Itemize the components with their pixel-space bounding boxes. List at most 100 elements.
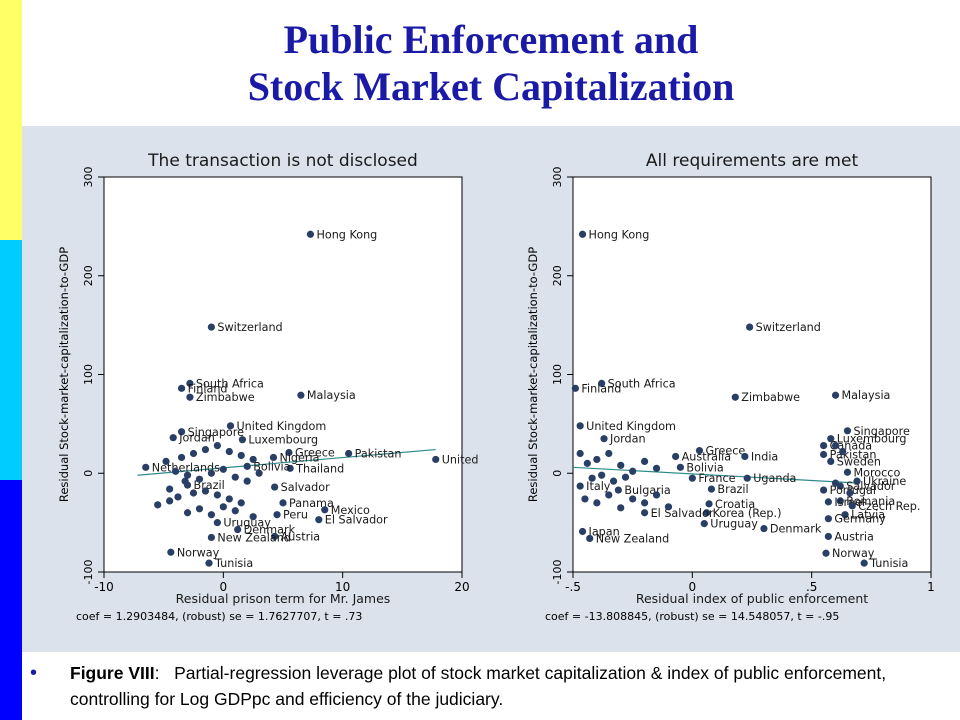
data-point — [166, 485, 174, 493]
point-label: Singapore — [188, 426, 245, 439]
figure-caption: • Figure VIII: Partial-regression levera… — [30, 660, 955, 712]
data-point — [186, 379, 194, 387]
x-tick-label: -.5 — [565, 580, 581, 594]
point-label: Luxembourg — [248, 434, 318, 447]
point-label: Switzerland — [756, 321, 821, 334]
data-point — [166, 497, 174, 505]
data-point — [578, 527, 587, 536]
data-point — [831, 479, 840, 487]
data-point — [600, 435, 608, 443]
y-tick-label: 100 — [551, 364, 564, 385]
data-point — [177, 428, 186, 436]
point-label: Sweden — [837, 455, 881, 468]
point-label: Zimbabwe — [196, 391, 255, 404]
point-label: Romania — [846, 495, 895, 508]
point-label: United — [442, 453, 479, 466]
caption-body: Partial-regression leverage plot of stoc… — [70, 663, 887, 709]
point-label: Bolivia — [686, 461, 723, 474]
data-point — [831, 442, 840, 450]
data-point — [271, 532, 279, 541]
data-point — [207, 533, 215, 542]
data-point — [183, 509, 192, 517]
point-label: Bolivia — [253, 460, 290, 473]
point-label: United Kingdom — [236, 420, 326, 433]
data-point — [848, 502, 856, 510]
data-point — [183, 471, 192, 479]
data-point — [162, 457, 170, 465]
scatter-plot-left: The transaction is not disclosed-1000100… — [57, 151, 479, 623]
data-point — [843, 427, 852, 435]
point-label: Brazil — [717, 483, 748, 496]
data-point — [831, 391, 840, 399]
point-label: Austria — [834, 530, 874, 543]
data-point — [243, 477, 251, 485]
data-point — [827, 435, 835, 443]
data-point — [824, 532, 832, 541]
data-point — [581, 495, 589, 503]
data-point — [205, 559, 213, 567]
data-point — [226, 422, 235, 430]
x-tick-label: 0 — [220, 580, 228, 594]
point-label: Japan — [588, 526, 620, 539]
regression-note: coef = 1.2903484, (robust) se = 1.762770… — [76, 610, 362, 623]
data-point — [169, 434, 177, 442]
point-label: Netherlands — [152, 461, 220, 474]
data-point — [167, 548, 175, 556]
point-label: Finland — [581, 382, 621, 395]
data-point — [201, 487, 210, 495]
accent-stripe-cyan — [0, 240, 22, 480]
data-point — [432, 455, 440, 464]
data-point — [605, 449, 613, 458]
y-tick-label: -100 — [82, 560, 95, 585]
point-label: Morocco — [853, 466, 900, 479]
data-point — [641, 457, 649, 465]
point-label: Portugal — [830, 484, 876, 497]
data-point — [231, 473, 239, 481]
data-point — [576, 422, 584, 430]
point-label: Mexico — [331, 504, 370, 517]
plot-area — [572, 176, 932, 573]
x-tick-label: 20 — [454, 580, 469, 594]
y-axis-label: Residual Stock-market-capitalization-to-… — [526, 247, 540, 502]
point-label: Malaysia — [307, 389, 356, 402]
y-tick-label: 100 — [82, 364, 95, 385]
point-label: Czech Rep. — [858, 500, 920, 513]
point-label: Italy — [586, 480, 611, 493]
data-point — [207, 323, 215, 331]
x-axis-label: Residual index of public enforcement — [636, 591, 868, 606]
slide-title-line-2: Stock Market Capitalization — [247, 64, 735, 109]
data-point — [822, 549, 830, 557]
caption-colon: : — [154, 663, 160, 683]
data-point — [820, 442, 828, 450]
point-label: Singapore — [853, 425, 910, 438]
y-axis-label: Residual Stock-market-capitalization-to-… — [57, 247, 71, 502]
point-label: Ukraine — [863, 475, 906, 488]
data-point — [824, 498, 832, 506]
x-axis-label: Residual prison term for Mr. James — [176, 591, 391, 606]
point-label: South Africa — [196, 377, 264, 390]
point-label: Norway — [832, 547, 875, 560]
data-point — [213, 442, 221, 450]
data-point — [255, 469, 263, 477]
point-label: Germany — [834, 513, 886, 526]
data-point — [219, 465, 227, 473]
data-point — [225, 495, 233, 503]
data-point — [652, 491, 661, 499]
point-label: Salvador — [281, 481, 330, 494]
data-point — [177, 384, 186, 392]
data-point — [142, 463, 150, 471]
data-point — [743, 474, 751, 482]
data-point — [641, 509, 649, 517]
point-label: Uruguay — [223, 517, 271, 530]
point-label: Jordan — [178, 432, 215, 445]
data-point — [237, 451, 245, 460]
regression-note: coef = -13.808845, (robust) se = 14.5480… — [545, 610, 839, 623]
point-label: India — [751, 450, 778, 463]
data-point — [853, 477, 861, 485]
fit-line — [137, 448, 436, 476]
point-label: Bulgaria — [624, 484, 670, 497]
data-point — [824, 515, 832, 523]
data-point — [846, 489, 854, 497]
point-label: France — [698, 472, 735, 485]
x-tick-label: -10 — [94, 580, 114, 594]
